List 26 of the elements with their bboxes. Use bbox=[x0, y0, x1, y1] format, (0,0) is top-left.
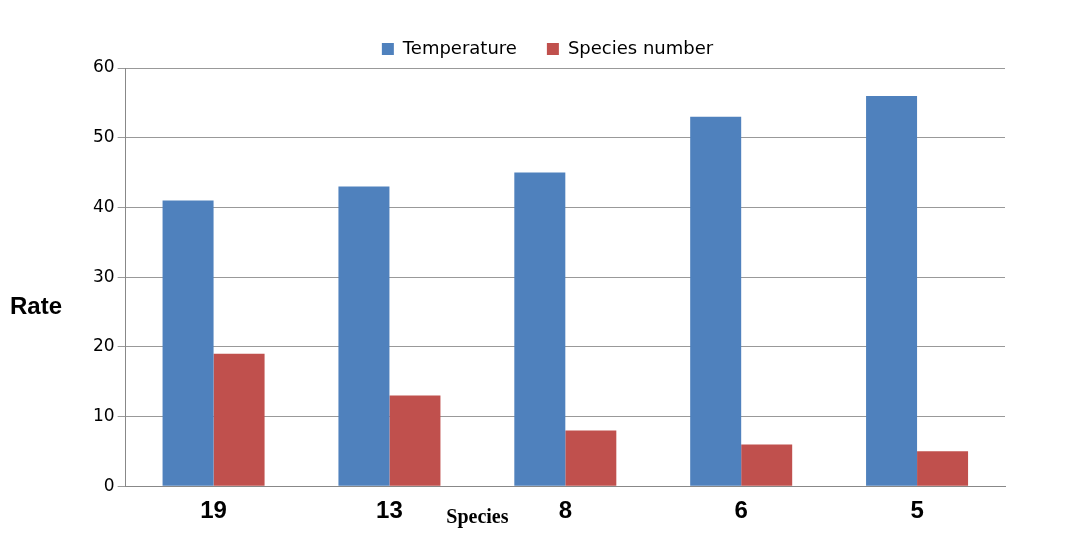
y-tick-label: 10 bbox=[92, 404, 115, 425]
y-tick-label: 50 bbox=[92, 126, 115, 147]
x-tick-label: 6 bbox=[734, 496, 748, 524]
bar bbox=[917, 451, 969, 486]
bar bbox=[690, 116, 742, 486]
x-tick-label: 5 bbox=[910, 496, 924, 524]
x-tick-label: 13 bbox=[376, 496, 403, 524]
x-axis-title: Species bbox=[446, 505, 509, 529]
y-tick-label: 60 bbox=[92, 56, 115, 77]
legend-label: Species number bbox=[567, 36, 714, 58]
bar bbox=[741, 444, 793, 486]
bar bbox=[389, 395, 441, 486]
x-tick-label: 8 bbox=[558, 496, 572, 524]
x-tick-label: 19 bbox=[200, 496, 227, 524]
bar bbox=[514, 172, 566, 486]
bar bbox=[565, 430, 617, 486]
bar bbox=[866, 95, 918, 486]
bar bbox=[338, 186, 390, 486]
y-tick-label: 30 bbox=[92, 265, 115, 286]
y-axis-title: Rate bbox=[10, 291, 63, 319]
y-tick-label: 0 bbox=[103, 474, 115, 495]
bar bbox=[162, 200, 214, 486]
legend-label: Temperature bbox=[401, 36, 517, 58]
y-tick-label: 20 bbox=[92, 335, 115, 356]
bar bbox=[213, 353, 265, 486]
y-tick-label: 40 bbox=[92, 195, 115, 216]
